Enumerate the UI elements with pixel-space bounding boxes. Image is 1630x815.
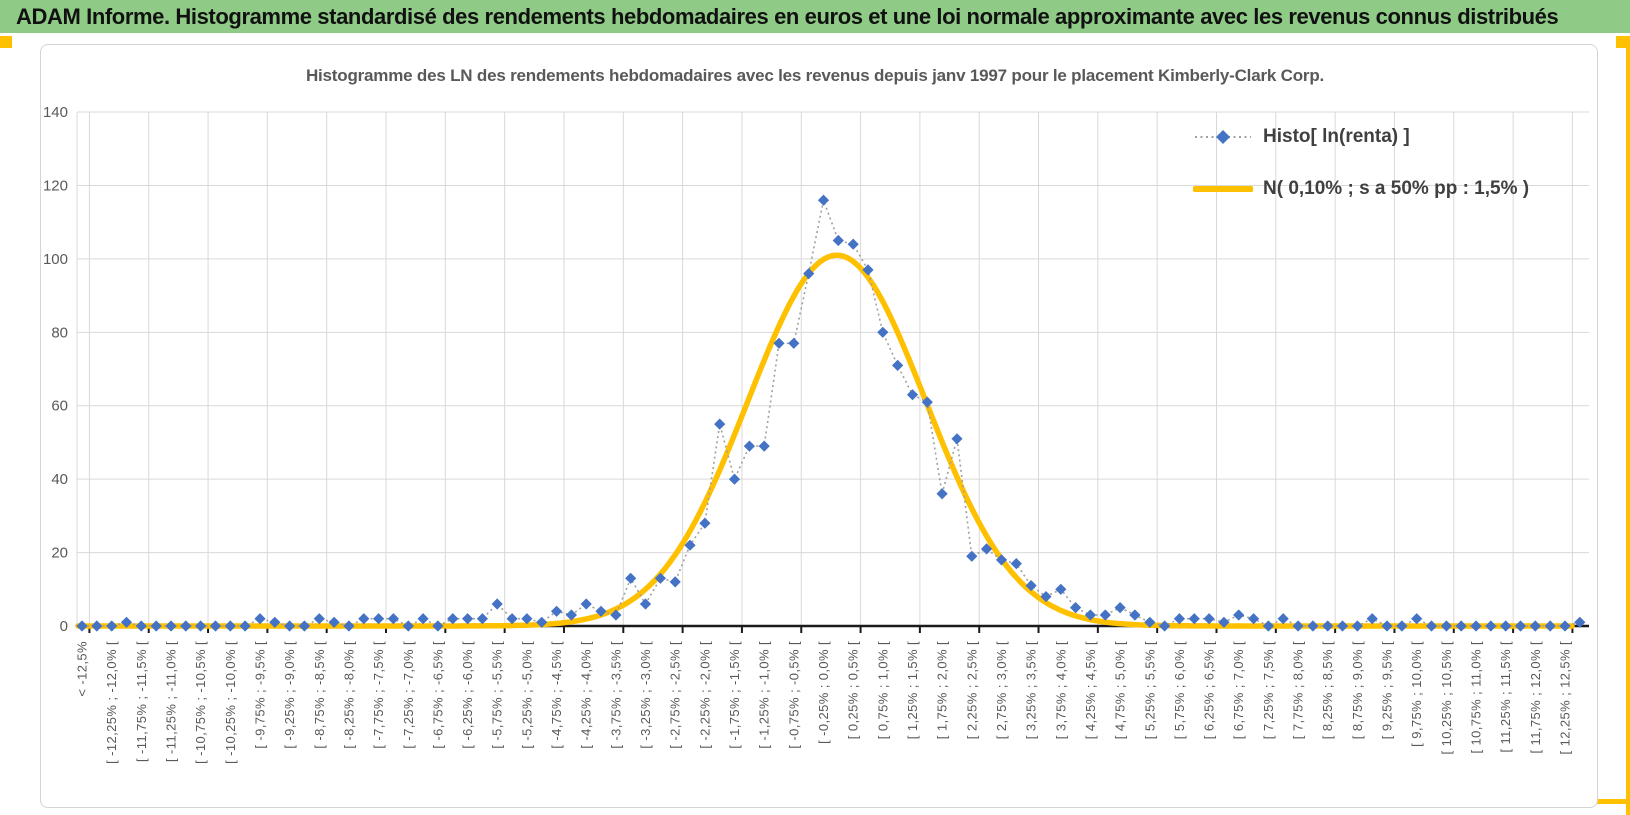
- svg-text:[ -3,75% ; -3,5% [: [ -3,75% ; -3,5% [: [608, 641, 623, 749]
- svg-text:[ -9,25% ; -9,0% [: [ -9,25% ; -9,0% [: [282, 641, 297, 749]
- legend: Histo[ ln(renta) ] N( 0,10% ; s a 50% pp…: [1193, 126, 1529, 200]
- svg-text:[ 2,75% ; 3,0% [: [ 2,75% ; 3,0% [: [994, 641, 1009, 739]
- blue-diamond-dotted-marker: [1195, 130, 1251, 144]
- svg-text:[ 9,75% ; 10,0% [: [ 9,75% ; 10,0% [: [1409, 641, 1424, 747]
- svg-text:[ 6,25% ; 6,5% [: [ 6,25% ; 6,5% [: [1202, 641, 1217, 739]
- svg-text:[ 3,25% ; 3,5% [: [ 3,25% ; 3,5% [: [1024, 641, 1039, 739]
- x-axis-labels: < -12,5% [ -12,25% ; -12,0% [ [ -11,75% ; …: [75, 641, 1573, 764]
- svg-text:[ 1,25% ; 1,5% [: [ 1,25% ; 1,5% [: [905, 641, 920, 739]
- svg-text:[ -4,25% ; -4,0% [: [ -4,25% ; -4,0% [: [579, 641, 594, 749]
- svg-text:[ -8,25% ; -8,0% [: [ -8,25% ; -8,0% [: [341, 641, 356, 749]
- svg-text:[ 5,75% ; 6,0% [: [ 5,75% ; 6,0% [: [1172, 641, 1187, 739]
- svg-text:[ -3,25% ; -3,0% [: [ -3,25% ; -3,0% [: [638, 641, 653, 749]
- svg-text:[ 7,75% ; 8,0% [: [ 7,75% ; 8,0% [: [1291, 641, 1306, 739]
- normal-curve: [75, 252, 1575, 629]
- svg-text:[ 5,25% ; 5,5% [: [ 5,25% ; 5,5% [: [1142, 641, 1157, 739]
- svg-text:[ 2,25% ; 2,5% [: [ 2,25% ; 2,5% [: [964, 641, 979, 739]
- svg-text:40: 40: [51, 471, 68, 488]
- svg-text:[ -9,75% ; -9,5% [: [ -9,75% ; -9,5% [: [253, 641, 268, 749]
- svg-text:[ -10,75% ; -10,5% [: [ -10,75% ; -10,5% [: [193, 641, 208, 764]
- svg-text:[ -8,75% ; -8,5% [: [ -8,75% ; -8,5% [: [312, 641, 327, 749]
- svg-text:[ 7,25% ; 7,5% [: [ 7,25% ; 7,5% [: [1261, 641, 1276, 739]
- svg-text:[ 11,75% ; 12,0% [: [ 11,75% ; 12,0% [: [1528, 641, 1543, 753]
- svg-text:[ -1,25% ; -1,0% [: [ -1,25% ; -1,0% [: [757, 641, 772, 749]
- svg-text:20: 20: [51, 545, 68, 562]
- svg-text:[ -12,25% ; -12,0% [: [ -12,25% ; -12,0% [: [104, 641, 119, 764]
- chart-title: Histogramme des LN des rendements hebdom…: [305, 66, 1325, 85]
- svg-text:[ -1,75% ; -1,5% [: [ -1,75% ; -1,5% [: [727, 641, 742, 749]
- legend-label-histogram: Histo[ ln(renta) ]: [1263, 126, 1410, 147]
- banner-title: ADAM Informe. Histogramme standardisé de…: [16, 3, 1559, 29]
- svg-text:0: 0: [60, 618, 68, 635]
- svg-text:[ 8,25% ; 8,5% [: [ 8,25% ; 8,5% [: [1320, 641, 1335, 739]
- svg-text:[ -5,25% ; -5,0% [: [ -5,25% ; -5,0% [: [519, 641, 534, 749]
- svg-text:[ -11,75% ; -11,5% [: [ -11,75% ; -11,5% [: [134, 641, 149, 762]
- svg-text:[ -4,75% ; -4,5% [: [ -4,75% ; -4,5% [: [549, 641, 564, 749]
- svg-text:[ 10,75% ; 11,0% [: [ 10,75% ; 11,0% [: [1469, 641, 1484, 753]
- svg-text:[ 8,75% ; 9,0% [: [ 8,75% ; 9,0% [: [1350, 641, 1365, 739]
- svg-text:[ 12,25% ; 12,5% [: [ 12,25% ; 12,5% [: [1558, 641, 1573, 754]
- legend-item-histogram[interactable]: Histo[ ln(renta) ]: [1193, 126, 1529, 148]
- svg-text:[ -6,25% ; -6,0% [: [ -6,25% ; -6,0% [: [460, 641, 475, 749]
- svg-text:[ 6,75% ; 7,0% [: [ 6,75% ; 7,0% [: [1231, 641, 1246, 739]
- gold-right-border: [1626, 36, 1630, 815]
- svg-text:[ -2,25% ; -2,0% [: [ -2,25% ; -2,0% [: [697, 641, 712, 749]
- svg-text:[ 10,25% ; 10,5% [: [ 10,25% ; 10,5% [: [1439, 641, 1454, 754]
- svg-text:[ 9,25% ; 9,5% [: [ 9,25% ; 9,5% [: [1380, 641, 1395, 739]
- svg-text:[ 0,75% ; 1,0% [: [ 0,75% ; 1,0% [: [875, 641, 890, 739]
- svg-text:[ 4,75% ; 5,0% [: [ 4,75% ; 5,0% [: [1113, 641, 1128, 739]
- gold-line-marker: [1193, 186, 1253, 192]
- histogram-dotted-line: [82, 197, 1580, 627]
- svg-text:60: 60: [51, 398, 68, 415]
- svg-text:[ -10,25% ; -10,0% [: [ -10,25% ; -10,0% [: [223, 641, 238, 764]
- chart-frame[interactable]: [40, 44, 1598, 808]
- svg-text:[ 0,25% ; 0,5% [: [ 0,25% ; 0,5% [: [846, 641, 861, 739]
- gridlines: [76, 111, 1589, 626]
- gold-handle-top-left: [0, 36, 12, 48]
- svg-text:< -12,5%: < -12,5%: [75, 641, 90, 697]
- svg-text:[ 11,25% ; 11,5% [: [ 11,25% ; 11,5% [: [1498, 641, 1513, 753]
- svg-text:[ -0,25% ; 0,0% [: [ -0,25% ; 0,0% [: [816, 641, 831, 744]
- svg-text:[ -7,25% ; -7,0% [: [ -7,25% ; -7,0% [: [401, 641, 416, 749]
- svg-text:140: 140: [43, 104, 68, 121]
- histogram-diamond-markers: [76, 194, 1586, 632]
- svg-text:[ 4,25% ; 4,5% [: [ 4,25% ; 4,5% [: [1083, 641, 1098, 739]
- svg-text:80: 80: [51, 324, 68, 341]
- legend-item-normal-curve[interactable]: N( 0,10% ; s a 50% pp : 1,5% ): [1193, 178, 1529, 200]
- svg-text:[ -7,75% ; -7,5% [: [ -7,75% ; -7,5% [: [371, 641, 386, 749]
- svg-text:100: 100: [43, 251, 68, 268]
- banner: ADAM Informe. Histogramme standardisé de…: [0, 0, 1630, 33]
- svg-text:[ -5,75% ; -5,5% [: [ -5,75% ; -5,5% [: [490, 641, 505, 749]
- svg-text:[ 3,75% ; 4,0% [: [ 3,75% ; 4,0% [: [1053, 641, 1068, 739]
- legend-label-normal-curve: N( 0,10% ; s a 50% pp : 1,5% ): [1263, 178, 1530, 199]
- svg-text:[ 1,75% ; 2,0% [: [ 1,75% ; 2,0% [: [935, 641, 950, 739]
- y-axis-labels: 0 20 40 60 80 100 120 140: [43, 104, 68, 635]
- svg-text:120: 120: [43, 177, 68, 194]
- svg-text:[ -2,75% ; -2,5% [: [ -2,75% ; -2,5% [: [668, 641, 683, 749]
- svg-text:[ -11,25% ; -11,0% [: [ -11,25% ; -11,0% [: [164, 641, 179, 762]
- svg-text:[ -6,75% ; -6,5% [: [ -6,75% ; -6,5% [: [430, 641, 445, 749]
- svg-text:[ -0,75% ; -0,5% [: [ -0,75% ; -0,5% [: [786, 641, 801, 749]
